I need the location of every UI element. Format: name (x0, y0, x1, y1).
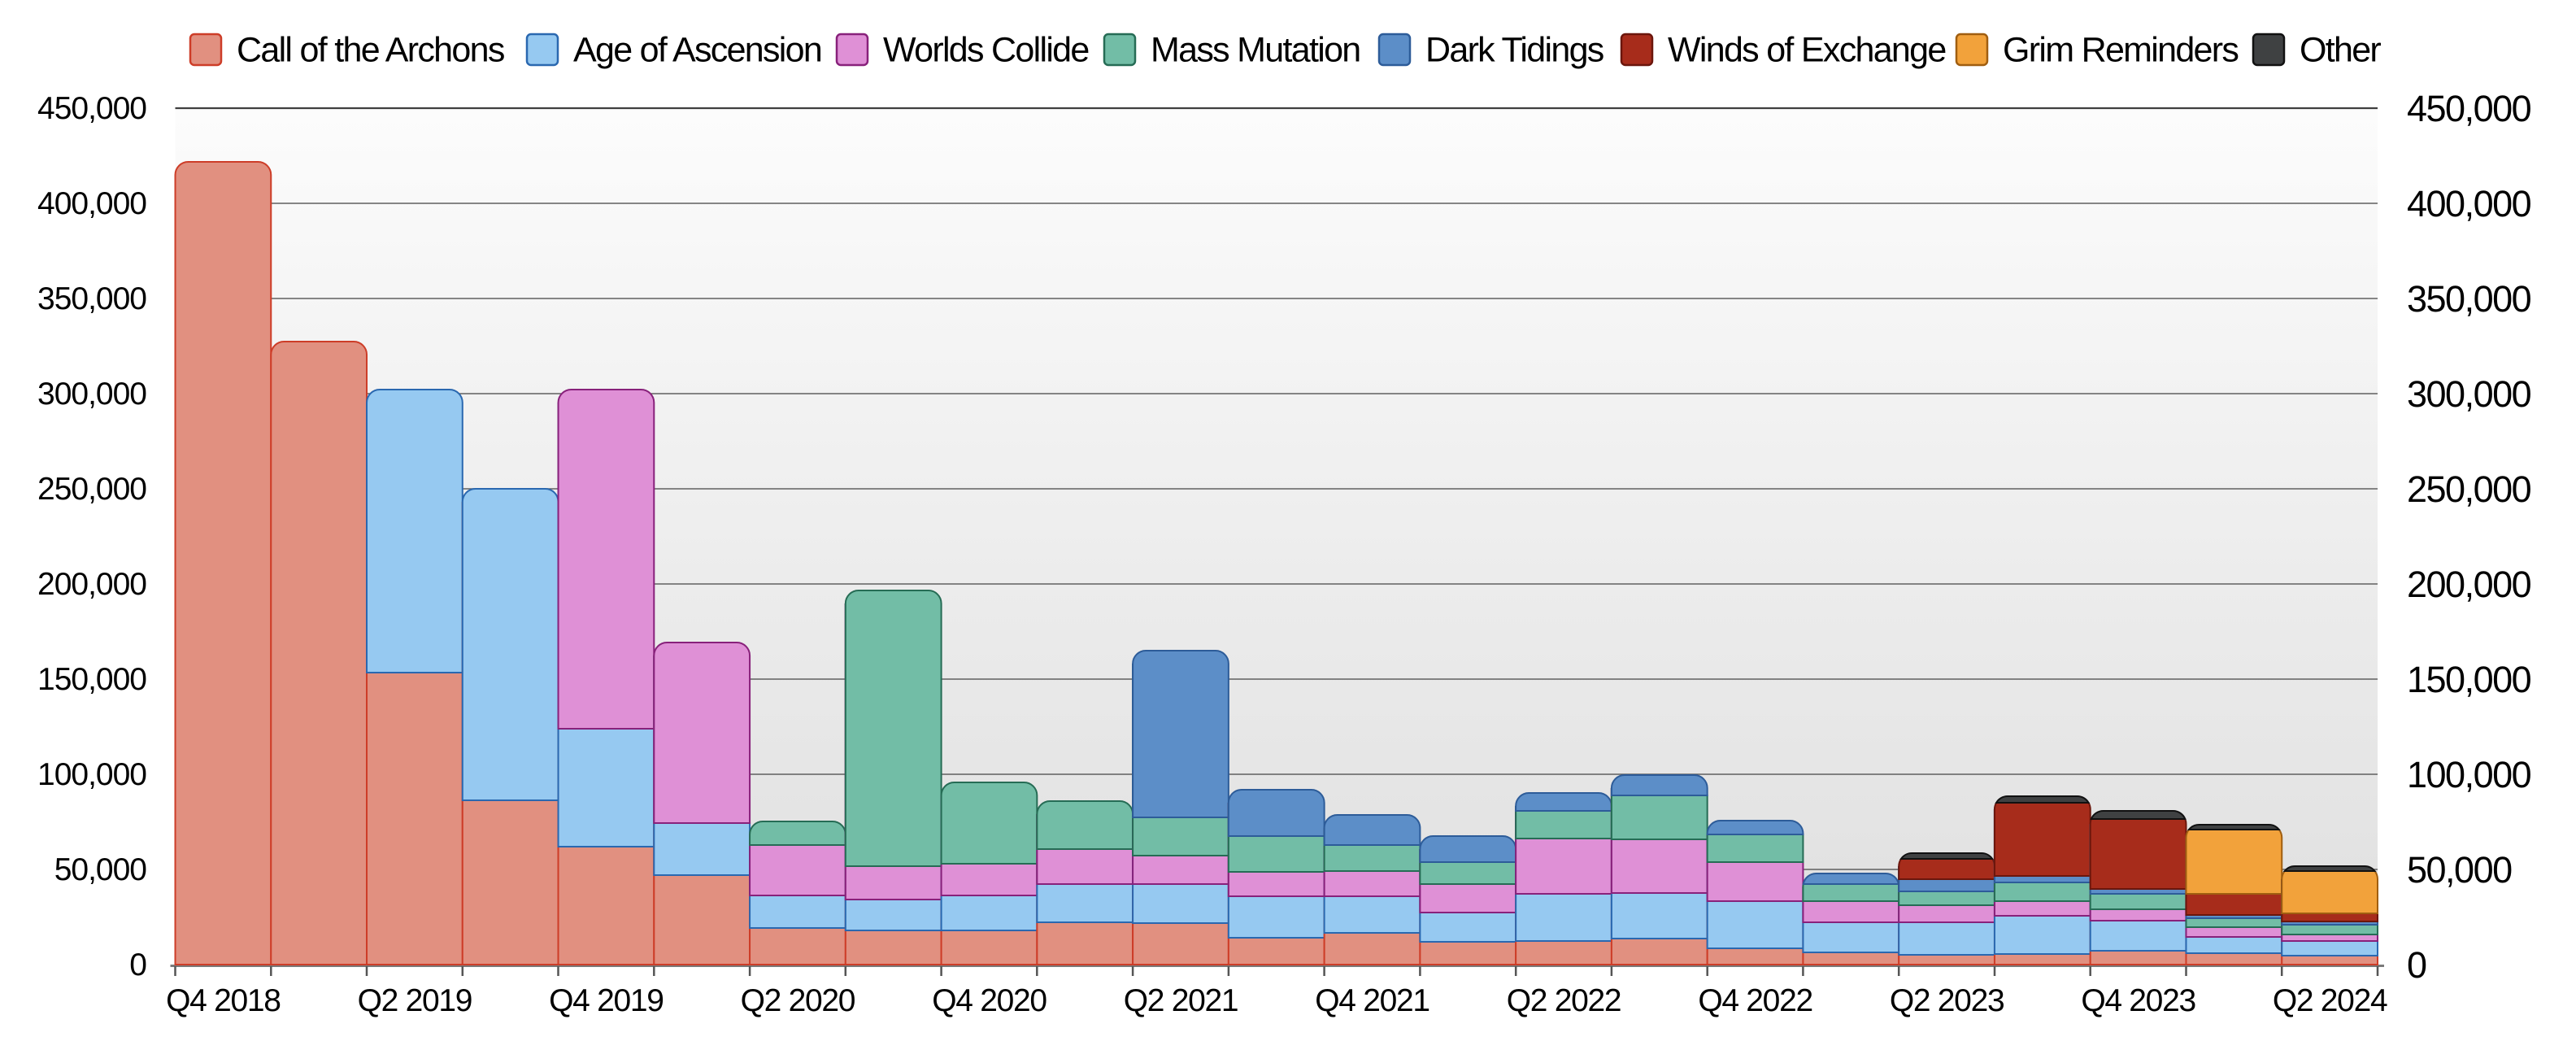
svg-text:Q2 2019: Q2 2019 (358, 983, 472, 1018)
svg-text:Q2 2020: Q2 2020 (741, 983, 855, 1018)
svg-text:400,000: 400,000 (2407, 183, 2531, 224)
svg-text:Q4 2020: Q4 2020 (932, 983, 1046, 1018)
svg-text:0: 0 (2407, 944, 2426, 986)
svg-text:Grim Reminders: Grim Reminders (2003, 31, 2238, 70)
svg-text:Mass Mutation: Mass Mutation (1151, 31, 1360, 70)
svg-text:50,000: 50,000 (2407, 849, 2512, 891)
svg-text:450,000: 450,000 (2407, 88, 2531, 129)
svg-text:350,000: 350,000 (37, 281, 146, 316)
svg-text:300,000: 300,000 (2407, 373, 2531, 415)
svg-text:Winds of Exchange: Winds of Exchange (1668, 31, 1946, 70)
svg-text:100,000: 100,000 (37, 757, 146, 792)
svg-text:Q4 2021: Q4 2021 (1315, 983, 1429, 1018)
svg-text:250,000: 250,000 (37, 472, 146, 507)
svg-text:0: 0 (129, 948, 146, 982)
svg-text:Q4 2018: Q4 2018 (166, 983, 281, 1018)
svg-text:Call of the Archons: Call of the Archons (237, 31, 504, 70)
svg-text:Q2 2024: Q2 2024 (2273, 983, 2387, 1018)
svg-text:Dark Tidings: Dark Tidings (1425, 31, 1603, 70)
svg-text:100,000: 100,000 (2407, 754, 2531, 795)
svg-text:400,000: 400,000 (37, 186, 146, 221)
svg-text:Q4 2023: Q4 2023 (2081, 983, 2195, 1018)
svg-text:Q4 2019: Q4 2019 (549, 983, 664, 1018)
svg-text:Age of Ascension: Age of Ascension (573, 31, 821, 70)
svg-text:Q2 2023: Q2 2023 (1890, 983, 2004, 1018)
svg-text:300,000: 300,000 (37, 377, 146, 412)
svg-text:450,000: 450,000 (37, 91, 146, 126)
svg-text:Q2 2021: Q2 2021 (1124, 983, 1238, 1018)
svg-text:Other: Other (2300, 31, 2381, 70)
svg-text:50,000: 50,000 (54, 852, 147, 887)
svg-text:150,000: 150,000 (37, 662, 146, 697)
svg-text:200,000: 200,000 (37, 567, 146, 602)
svg-text:350,000: 350,000 (2407, 278, 2531, 320)
svg-text:Q4 2022: Q4 2022 (1698, 983, 1812, 1018)
svg-text:250,000: 250,000 (2407, 468, 2531, 510)
svg-text:Worlds Collide: Worlds Collide (883, 31, 1089, 70)
svg-text:200,000: 200,000 (2407, 564, 2531, 605)
svg-text:Q2 2022: Q2 2022 (1507, 983, 1621, 1018)
svg-text:150,000: 150,000 (2407, 659, 2531, 700)
